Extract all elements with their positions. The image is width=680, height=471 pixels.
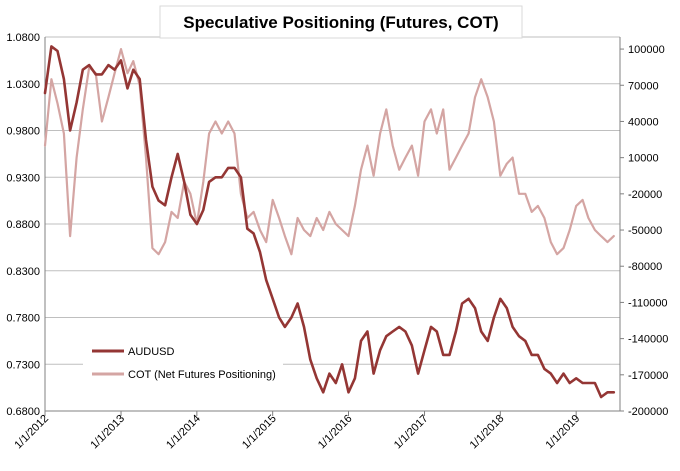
x-tick-label: 1/1/2013 [88, 413, 127, 452]
legend: AUDUSD COT (Net Futures Positioning) [83, 340, 283, 386]
x-tick-label: 1/1/2017 [392, 413, 431, 452]
x-tick-label: 1/1/2014 [164, 413, 203, 452]
series-layer [43, 45, 616, 399]
legend-label-cot: COT (Net Futures Positioning) [128, 369, 276, 381]
chart-title-box [159, 5, 523, 39]
right-tick-label: -50000 [628, 225, 662, 237]
left-tick-label: 1.0800 [6, 32, 40, 44]
left-tick-label: 0.6800 [6, 406, 40, 418]
right-tick-label: 100000 [628, 44, 665, 56]
right-tick-label: 70000 [628, 80, 659, 92]
right-tick-label: -110000 [628, 297, 668, 309]
right-tick-label: -140000 [628, 334, 668, 346]
right-tick-label: -20000 [628, 189, 662, 201]
right-tick-label: 10000 [628, 153, 659, 165]
left-tick-label: 0.9300 [6, 172, 40, 184]
right-tick-label: 40000 [628, 116, 659, 128]
right-y-axis: -200000 -170000 -140000 -110000 -80000 -50000… [620, 44, 668, 418]
chart-title: Speculative Positioning (Futures, COT) [183, 13, 498, 32]
left-tick-label: 1.0300 [6, 79, 40, 91]
right-tick-label: -80000 [628, 261, 662, 273]
legend-box [83, 340, 283, 386]
legend-label-audusd: AUDUSD [128, 346, 175, 358]
x-tick-label: 1/1/2018 [468, 413, 507, 452]
left-tick-label: 0.8800 [6, 219, 40, 231]
x-tick-label: 1/1/2015 [240, 413, 279, 452]
series-line-audusd [43, 45, 616, 399]
x-tick-label: 1/1/2012 [12, 413, 51, 452]
right-tick-label: -170000 [628, 370, 668, 382]
left-tick-label: 0.7300 [6, 359, 40, 371]
left-tick-label: 0.8300 [6, 266, 40, 278]
left-y-axis: 0.6800 0.7300 0.7800 0.8300 0.8800 0.9300 0.98… [6, 32, 40, 418]
left-tick-label: 0.7800 [6, 313, 40, 325]
left-tick-label: 0.9800 [6, 126, 40, 138]
chart-title-group: Speculative Positioning (Futures, COT) [159, 5, 523, 39]
right-tick-label: -200000 [628, 406, 668, 418]
x-tick-label: 1/1/2019 [544, 413, 583, 452]
x-tick-label: 1/1/2016 [316, 413, 355, 452]
x-axis: 1/1/2012 1/1/2013 1/1/2014 1/1/2015 1/1/2016… [12, 411, 582, 451]
